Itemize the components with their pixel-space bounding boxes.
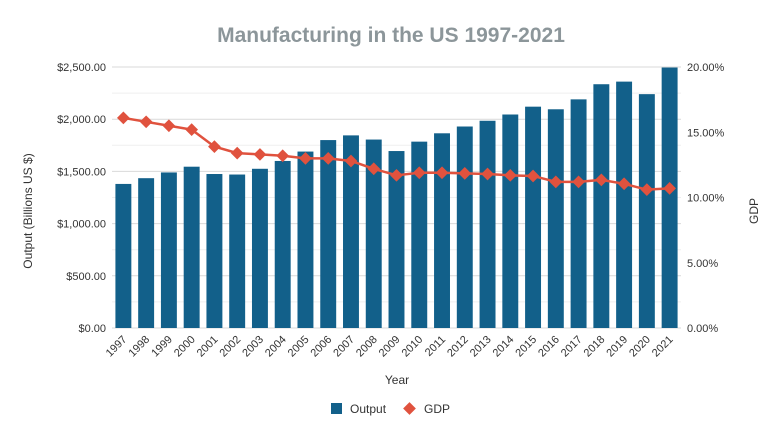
bar-output bbox=[502, 114, 519, 328]
legend-output-swatch bbox=[331, 403, 342, 414]
x-axis-ticks: 1997199819992000200120022003200420052006… bbox=[104, 334, 676, 360]
x-tick-label: 2002 bbox=[218, 334, 244, 360]
bar-output bbox=[434, 133, 450, 328]
x-tick-label: 2006 bbox=[309, 334, 335, 360]
x-tick-label: 1997 bbox=[104, 334, 130, 360]
y2-tick-label: 15.00% bbox=[687, 127, 725, 139]
x-tick-label: 1998 bbox=[126, 334, 152, 360]
y2-tick-label: 20.00% bbox=[687, 62, 725, 74]
bar-output bbox=[343, 135, 359, 328]
x-tick-label: 2011 bbox=[423, 334, 448, 359]
y2-axis-label: GDP bbox=[747, 198, 761, 224]
bar-output bbox=[388, 151, 405, 328]
bar-output bbox=[616, 81, 633, 328]
bar-output bbox=[638, 94, 655, 328]
bar-output bbox=[160, 172, 177, 328]
x-tick-label: 2019 bbox=[604, 334, 630, 360]
y2-tick-label: 10.00% bbox=[687, 193, 725, 205]
y2-tick-label: 5.00% bbox=[687, 258, 718, 270]
x-tick-label: 2013 bbox=[468, 334, 494, 360]
gdp-point bbox=[117, 111, 130, 125]
gdp-point bbox=[321, 151, 335, 165]
legend-gdp-label: GDP bbox=[424, 402, 450, 416]
x-tick-label: 2017 bbox=[559, 334, 585, 360]
x-tick-label: 2018 bbox=[582, 334, 608, 360]
x-tick-label: 2000 bbox=[172, 334, 198, 360]
bar-output bbox=[661, 67, 678, 328]
legend-output-label: Output bbox=[350, 402, 387, 416]
y-tick-label: $1,000.00 bbox=[57, 219, 106, 231]
gdp-point bbox=[458, 166, 472, 180]
bar-output bbox=[206, 174, 223, 328]
bar-output bbox=[183, 166, 200, 328]
gdp-point bbox=[412, 166, 426, 180]
y-tick-label: $1,500.00 bbox=[57, 166, 106, 178]
bar-output bbox=[570, 99, 587, 328]
x-tick-label: 2001 bbox=[195, 334, 221, 360]
x-tick-label: 2010 bbox=[400, 334, 426, 360]
legend: Output GDP bbox=[331, 402, 450, 416]
y-tick-label: $2,000.00 bbox=[57, 114, 106, 126]
bar-output bbox=[411, 141, 428, 328]
bar-output bbox=[365, 139, 382, 328]
y-axis-right-ticks: 0.00% 5.00% 10.00% 15.00% 20.00% bbox=[687, 62, 725, 335]
y-tick-label: $2,500.00 bbox=[57, 62, 106, 74]
x-tick-label: 2020 bbox=[627, 334, 653, 360]
gdp-point bbox=[208, 140, 221, 153]
bar-output bbox=[525, 106, 542, 328]
bar-output bbox=[115, 183, 132, 328]
gdp-point bbox=[253, 148, 267, 161]
x-tick-label: 2008 bbox=[354, 334, 380, 360]
y2-tick-label: 0.00% bbox=[687, 323, 718, 335]
chart-title: Manufacturing in the US 1997-2021 bbox=[217, 24, 565, 47]
bar-output bbox=[593, 84, 610, 328]
x-tick-label: 2004 bbox=[263, 334, 289, 360]
gdp-point bbox=[435, 166, 449, 180]
legend-gdp-swatch bbox=[403, 402, 416, 415]
bar-output bbox=[138, 178, 155, 328]
gdp-point bbox=[390, 168, 403, 182]
gdp-point bbox=[162, 119, 176, 133]
y-axis-label: Output (Billions US $) bbox=[21, 153, 35, 268]
x-tick-label: 2014 bbox=[491, 334, 517, 360]
bar-output bbox=[251, 168, 268, 328]
x-tick-label: 1999 bbox=[149, 334, 175, 360]
x-tick-label: 2009 bbox=[377, 334, 403, 360]
x-tick-label: 2012 bbox=[445, 334, 471, 360]
gdp-point bbox=[299, 151, 312, 165]
x-tick-label: 2021 bbox=[650, 334, 676, 360]
bar-output bbox=[274, 160, 291, 328]
y-tick-label: $500.00 bbox=[66, 271, 106, 283]
gdp-point bbox=[344, 154, 358, 168]
y-axis-left-ticks: $0.00 $500.00 $1,000.00 $1,500.00 $2,000.00 $… bbox=[57, 62, 106, 335]
bar-output bbox=[456, 126, 473, 329]
x-tick-label: 2016 bbox=[536, 334, 562, 360]
bar-output bbox=[320, 140, 337, 328]
x-tick-label: 2007 bbox=[331, 334, 357, 360]
gdp-point bbox=[139, 115, 153, 129]
bar-output bbox=[479, 120, 496, 329]
x-axis-label: Year bbox=[385, 373, 409, 387]
x-tick-label: 2005 bbox=[286, 334, 312, 360]
y-tick-label: $0.00 bbox=[78, 323, 106, 335]
gdp-point bbox=[481, 167, 494, 181]
gdp-point bbox=[185, 123, 199, 137]
bar-output bbox=[229, 174, 246, 328]
x-tick-label: 2003 bbox=[240, 334, 266, 360]
gdp-point bbox=[230, 146, 244, 160]
gdp-point bbox=[367, 162, 381, 176]
output-bars bbox=[115, 67, 678, 329]
bar-output bbox=[547, 109, 564, 328]
x-tick-label: 2015 bbox=[513, 334, 539, 360]
gdp-point bbox=[276, 149, 290, 163]
bar-output bbox=[297, 151, 314, 328]
